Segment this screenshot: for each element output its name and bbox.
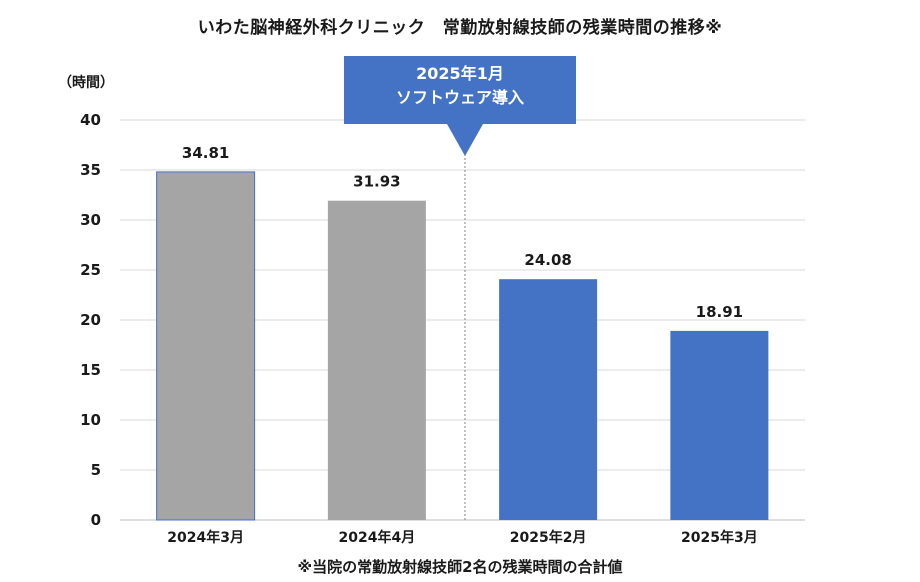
x-category-label: 2024年3月 xyxy=(167,529,244,546)
y-tick-label: 30 xyxy=(80,211,101,229)
x-category-label: 2024年4月 xyxy=(339,529,416,546)
callout-date: 2025年1月 xyxy=(416,64,504,83)
y-tick-label: 15 xyxy=(80,361,101,379)
callout-box xyxy=(344,56,576,124)
chart-title: いわた脳神経外科クリニック 常勤放射線技師の残業時間の推移※ xyxy=(197,18,723,38)
bar-2024年3月 xyxy=(156,171,256,521)
data-label: 24.08 xyxy=(524,251,571,269)
software-introduction-callout: 2025年1月 ソフトウェア導入 xyxy=(344,56,576,124)
bars xyxy=(156,171,769,521)
data-label: 31.93 xyxy=(353,173,400,191)
x-category-label: 2025年2月 xyxy=(510,529,587,546)
bar-2025年3月 xyxy=(670,330,769,520)
data-label: 18.91 xyxy=(696,303,743,321)
y-tick-label: 0 xyxy=(91,511,101,529)
footnote: ※当院の常勤放射線技師2名の残業時間の合計値 xyxy=(297,558,623,576)
y-tick-label: 35 xyxy=(80,161,101,179)
bar-2024年4月 xyxy=(327,200,426,520)
x-category-label: 2025年3月 xyxy=(681,529,758,546)
x-axis-categories: 2024年3月 2024年4月 2025年2月 2025年3月 xyxy=(167,529,757,546)
y-tick-label: 25 xyxy=(80,261,101,279)
y-tick-label: 5 xyxy=(91,461,101,479)
data-label: 34.81 xyxy=(182,144,229,162)
data-labels: 34.81 31.93 24.08 18.91 xyxy=(182,144,743,321)
y-axis-ticks: 0 5 10 15 20 25 30 35 40 xyxy=(80,111,101,529)
callout-arrow xyxy=(447,124,483,156)
callout-label: ソフトウェア導入 xyxy=(395,88,524,107)
y-tick-label: 40 xyxy=(80,111,101,129)
y-axis-unit-label: （時間） xyxy=(58,75,114,91)
y-tick-label: 20 xyxy=(80,311,101,329)
y-tick-label: 10 xyxy=(80,411,101,429)
bar-2025年2月 xyxy=(499,279,598,520)
callout-text: 2025年1月 ソフトウェア導入 xyxy=(344,62,576,110)
